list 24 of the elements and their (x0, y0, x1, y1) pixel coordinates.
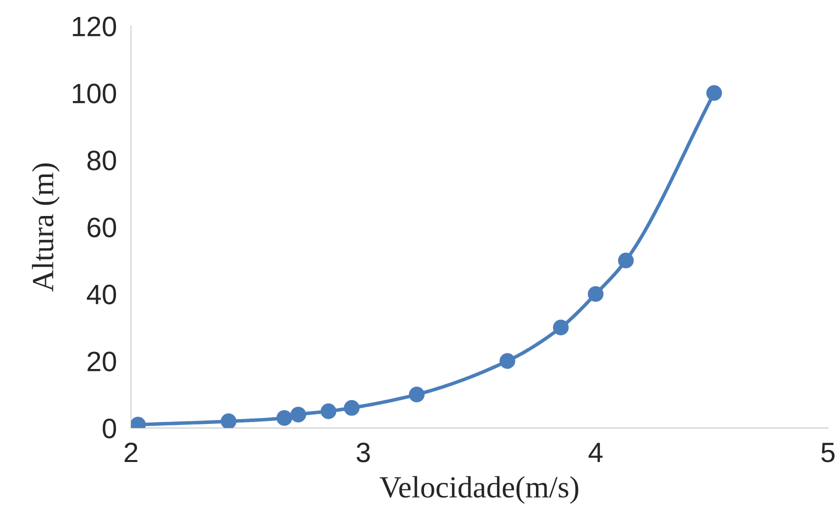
y-tick-label: 60 (88, 218, 116, 238)
point (220, 413, 236, 428)
point (290, 406, 306, 422)
point (552, 320, 569, 336)
point (500, 353, 516, 369)
point (618, 252, 634, 268)
x-axis-title: Velocidade(m/s) (380, 476, 578, 504)
x-tick-label: 2 (124, 442, 138, 462)
point (588, 286, 604, 302)
x-tick-label: 4 (588, 442, 603, 462)
y-tick-label: 120 (72, 16, 116, 36)
point (344, 400, 360, 416)
x-tick-label: 3 (356, 442, 370, 462)
point (320, 403, 336, 420)
y-tick-label: 40 (86, 284, 116, 304)
y-tick-label: 0 (102, 418, 116, 438)
y-tick-label: 100 (72, 84, 116, 104)
point (408, 386, 425, 402)
y-tick-label: 80 (87, 150, 116, 170)
y-tick-label: 20 (88, 352, 116, 372)
x-tick-label: 5 (821, 442, 835, 462)
point (276, 410, 292, 426)
point (706, 85, 722, 101)
y-axis-title: Altura (m) (32, 163, 60, 292)
